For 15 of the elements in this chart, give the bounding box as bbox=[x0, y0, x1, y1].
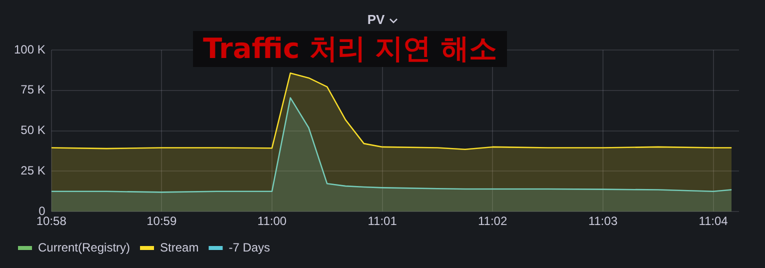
x-tick-label: 11:00 bbox=[257, 214, 287, 228]
y-tick-label: 100 K bbox=[14, 42, 46, 56]
y-tick-label: 50 K bbox=[20, 123, 46, 138]
y-tick-label: 25 K bbox=[20, 164, 46, 178]
x-tick-label: 11:03 bbox=[588, 214, 618, 228]
y-tick-label: 75 K bbox=[20, 82, 46, 97]
x-tick-label: 11:04 bbox=[698, 214, 728, 228]
x-tick-label: 11:01 bbox=[368, 214, 398, 228]
chart-title: PV bbox=[367, 12, 385, 27]
legend-label: -7 Days bbox=[228, 240, 270, 254]
legend-label: Current(Registry) bbox=[38, 240, 130, 254]
legend-label: Stream bbox=[160, 240, 199, 254]
x-tick-label: 10:59 bbox=[146, 214, 177, 228]
annotation: Traffic 처리 지연 해소 bbox=[193, 31, 507, 67]
x-tick-label: 11:02 bbox=[478, 214, 508, 228]
